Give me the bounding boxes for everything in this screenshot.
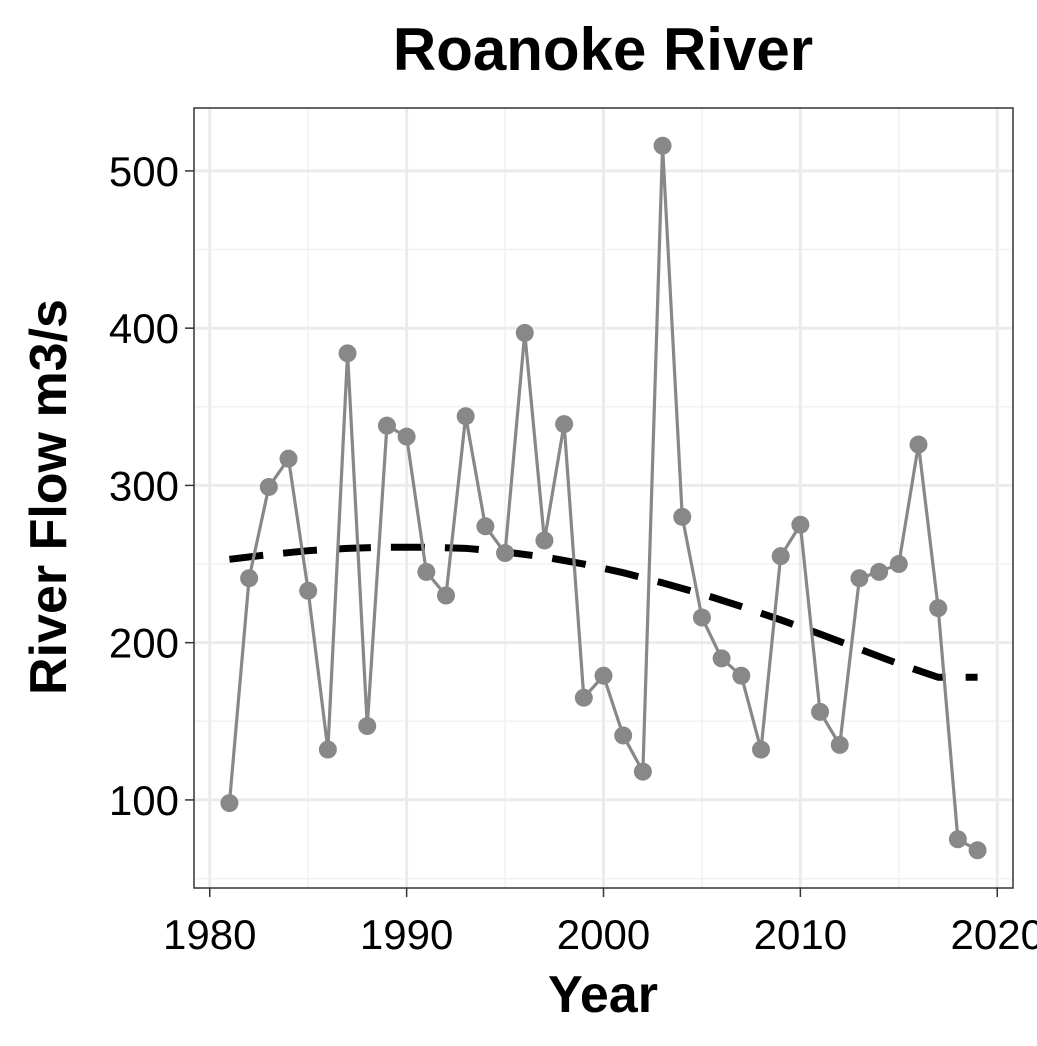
data-point — [791, 515, 810, 534]
data-point — [240, 569, 259, 588]
x-tick-label: 2020 — [951, 911, 1037, 958]
data-point — [397, 427, 416, 446]
y-tick-label: 300 — [109, 462, 179, 509]
data-point — [948, 830, 967, 849]
x-tick-label: 2010 — [754, 911, 847, 958]
data-point — [437, 586, 455, 605]
y-tick-label: 400 — [109, 305, 179, 352]
x-tick-label: 2000 — [557, 911, 650, 958]
data-point — [850, 569, 869, 588]
data-point — [614, 726, 633, 745]
data-point — [752, 740, 770, 759]
data-point — [870, 562, 889, 581]
data-point — [456, 407, 475, 426]
data-point — [574, 688, 593, 707]
data-point — [633, 762, 652, 781]
x-tick-label: 1980 — [163, 911, 256, 958]
data-point — [830, 735, 849, 754]
data-point — [377, 416, 396, 435]
y-tick-label: 500 — [109, 148, 179, 195]
x-axis-label: Year — [548, 966, 658, 1024]
data-point — [594, 666, 613, 685]
data-point — [653, 136, 672, 155]
x-tick-label: 1990 — [360, 911, 453, 958]
data-point — [496, 544, 515, 563]
data-point — [909, 435, 928, 454]
data-point — [968, 841, 987, 860]
data-point — [515, 323, 534, 342]
chart-title: Roanoke River — [393, 16, 813, 83]
data-point — [811, 702, 830, 721]
data-point — [771, 547, 790, 566]
data-point — [279, 449, 298, 468]
data-point — [220, 794, 239, 813]
series-layer — [220, 136, 987, 860]
trend-line — [229, 543, 978, 681]
data-point — [318, 740, 337, 759]
y-tick-label: 100 — [109, 777, 179, 824]
data-point — [338, 344, 357, 363]
data-point — [535, 531, 554, 550]
data-point — [732, 666, 751, 685]
y-axis-label: River Flow m3/s — [20, 299, 78, 695]
data-point — [929, 599, 948, 618]
data-point — [889, 555, 908, 574]
data-point — [712, 649, 731, 668]
data-point — [358, 717, 377, 736]
data-point — [476, 517, 495, 536]
data-point — [259, 477, 278, 496]
data-point — [299, 581, 318, 600]
data-point — [692, 608, 711, 627]
y-tick-label: 200 — [109, 620, 179, 667]
data-point — [555, 415, 574, 434]
grid — [194, 108, 1013, 888]
data-point — [673, 507, 692, 526]
axis-ticks: 1980 1990 2000 2010 2020 100 200 300 400 500 — [109, 148, 1037, 958]
data-point — [417, 562, 436, 581]
